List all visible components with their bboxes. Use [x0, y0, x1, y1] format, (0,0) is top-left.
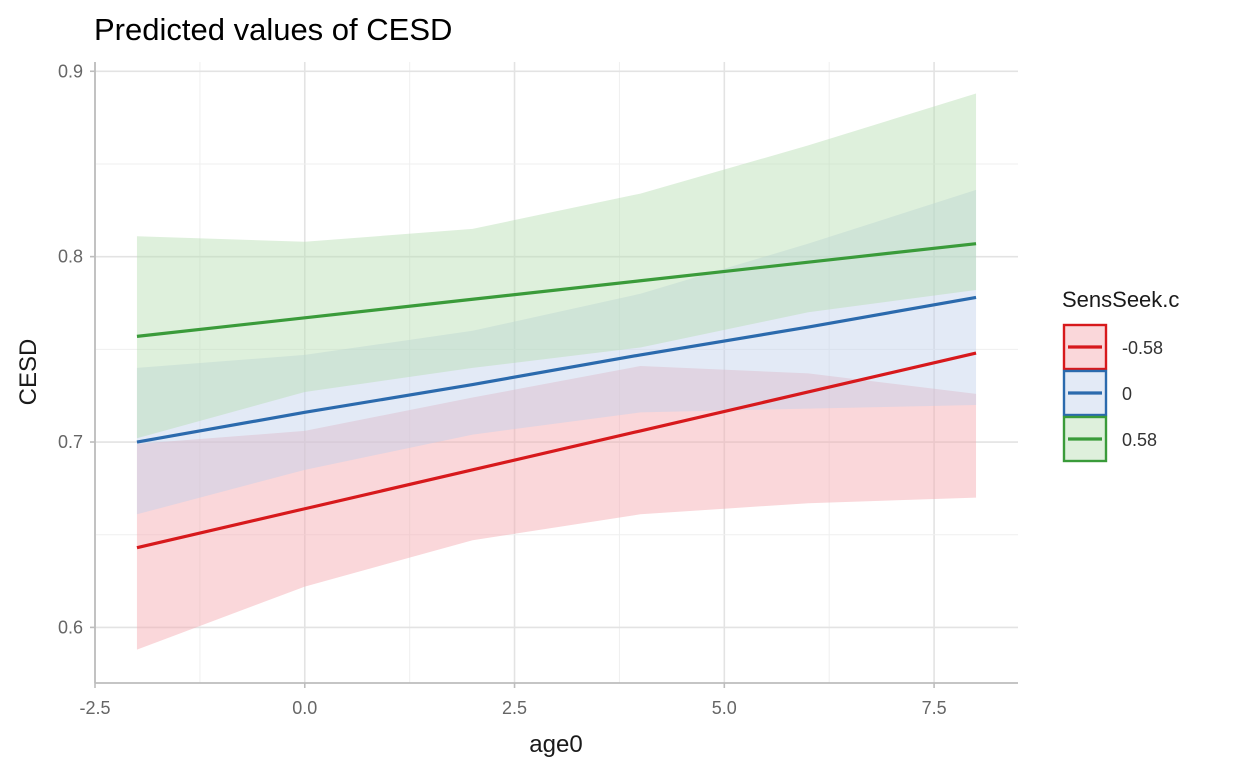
x-tick-labels: -2.5 0.0 2.5 5.0 7.5 — [79, 698, 946, 718]
y-tick-label: 0.6 — [58, 617, 83, 637]
legend-title: SensSeek.c — [1062, 287, 1179, 312]
legend-label: -0.58 — [1122, 338, 1163, 358]
axes — [90, 62, 1018, 688]
confidence-band — [136, 189, 977, 515]
confidence-band — [136, 366, 977, 650]
series-line — [136, 351, 977, 550]
series-line — [136, 295, 977, 444]
x-tick-label: 0.0 — [292, 698, 317, 718]
legend-label: 0 — [1122, 384, 1132, 404]
x-tick-label: 5.0 — [712, 698, 737, 718]
x-axis-label: age0 — [529, 731, 582, 758]
x-tick-label: 7.5 — [922, 698, 947, 718]
chart-title: Predicted values of CESD — [94, 12, 452, 47]
confidence-bands — [136, 93, 977, 650]
y-axis-label: CESD — [15, 339, 42, 406]
legend-label: 0.58 — [1122, 430, 1157, 450]
y-tick-label: 0.9 — [58, 61, 83, 81]
y-tick-label: 0.7 — [58, 432, 83, 452]
confidence-band — [136, 93, 977, 439]
series-line — [136, 242, 977, 338]
x-tick-label: -2.5 — [79, 698, 110, 718]
x-tick-label: 2.5 — [502, 698, 527, 718]
y-tick-labels: 0.6 0.7 0.8 0.9 — [58, 61, 83, 637]
series-lines — [136, 242, 977, 550]
y-tick-label: 0.8 — [58, 247, 83, 267]
legend: SensSeek.c -0.58 0 0.58 — [1062, 287, 1179, 463]
